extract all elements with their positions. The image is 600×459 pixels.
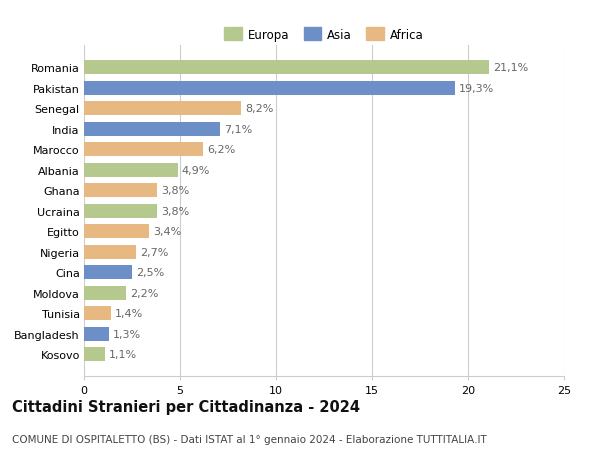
Text: 2,7%: 2,7% [140,247,168,257]
Text: 8,2%: 8,2% [245,104,274,114]
Text: 6,2%: 6,2% [207,145,235,155]
Bar [84,266,132,280]
Bar [84,122,220,136]
Bar [84,61,489,75]
Text: 19,3%: 19,3% [458,84,494,93]
Text: 2,5%: 2,5% [136,268,164,278]
Text: 7,1%: 7,1% [224,124,253,134]
Text: 1,1%: 1,1% [109,349,137,359]
Text: 3,4%: 3,4% [153,227,181,236]
Text: COMUNE DI OSPITALETTO (BS) - Dati ISTAT al 1° gennaio 2024 - Elaborazione TUTTIT: COMUNE DI OSPITALETTO (BS) - Dati ISTAT … [12,434,487,444]
Bar [84,163,178,177]
Bar [84,347,105,361]
Bar [84,286,126,300]
Text: 1,3%: 1,3% [113,329,141,339]
Bar [84,327,109,341]
Text: 3,8%: 3,8% [161,206,189,216]
Bar [84,204,157,218]
Bar [84,307,111,320]
Text: Cittadini Stranieri per Cittadinanza - 2024: Cittadini Stranieri per Cittadinanza - 2… [12,399,360,414]
Bar [84,81,455,95]
Bar [84,224,149,239]
Text: 2,2%: 2,2% [130,288,158,298]
Text: 1,4%: 1,4% [115,308,143,319]
Text: 3,8%: 3,8% [161,186,189,196]
Bar [84,143,203,157]
Legend: Europa, Asia, Africa: Europa, Asia, Africa [220,24,428,46]
Bar [84,184,157,198]
Bar [84,245,136,259]
Text: 4,9%: 4,9% [182,165,210,175]
Text: 21,1%: 21,1% [493,63,528,73]
Bar [84,102,241,116]
